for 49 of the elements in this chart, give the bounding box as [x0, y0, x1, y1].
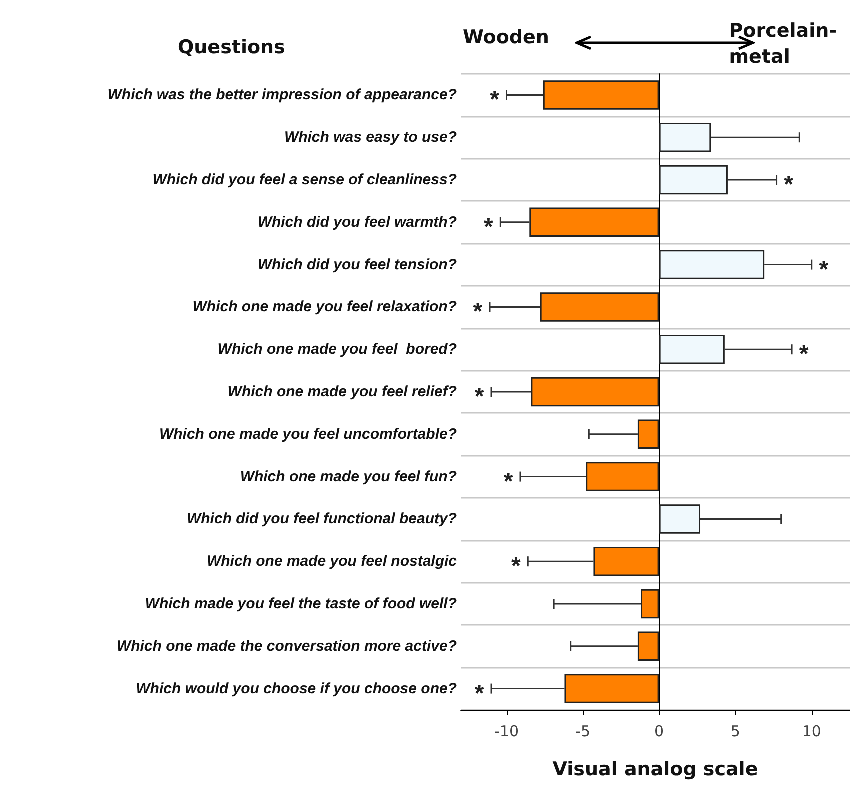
annotation: *: [484, 214, 494, 241]
bar: [586, 462, 660, 492]
bar: [543, 80, 660, 110]
bar: [659, 122, 712, 152]
bar: [659, 504, 700, 534]
bar: [659, 334, 725, 364]
annotation: *: [504, 468, 514, 496]
bar: [638, 420, 660, 450]
y-tick-label: Which one made you feel uncomfortable?: [159, 426, 457, 443]
y-tick-label: Which was easy to use?: [284, 129, 457, 146]
x-tick-label: 5: [730, 722, 740, 740]
y-tick-label: Which one made you feel bored?: [218, 341, 457, 358]
bar: [641, 589, 660, 619]
bar: [564, 674, 660, 704]
x-tick-label: -5: [576, 722, 591, 740]
annotation: *: [474, 384, 485, 410]
bar: [594, 546, 660, 576]
text: Porcelain-metal: [729, 20, 838, 68]
x-tick-label: -10: [494, 722, 520, 740]
y-tick-label: Which one made you feel relaxation?: [192, 298, 457, 316]
y-tick-label: Which one made you feel nostalgic: [206, 553, 458, 570]
y-tick-label: Which did you feel a sense of cleanliness?: [152, 172, 457, 188]
y-tick-label: Which one made you feel relief?: [228, 384, 457, 400]
x-tick-label: 0: [654, 722, 664, 740]
y-tick-label: Which made you feel the taste of food well?: [145, 596, 457, 612]
bar: [540, 292, 660, 322]
x-tick-label: 10: [802, 722, 822, 740]
y-tick-label: Which was the better impression of appearance?: [108, 86, 457, 104]
annotation: *: [473, 298, 484, 326]
x-axis-title: Visual analog scale: [552, 758, 758, 780]
annotation: *: [474, 680, 485, 708]
bar: [531, 377, 660, 407]
y-tick-label: Which did you feel functional beauty?: [186, 510, 457, 528]
y-tick-label: Which one made you feel fun?: [240, 468, 457, 486]
annotation: *: [784, 172, 794, 198]
annotation: *: [511, 553, 522, 580]
y-tick-label: Which would you choose if you choose one?: [136, 680, 457, 698]
annotation: *: [490, 86, 500, 114]
bar: [659, 165, 728, 195]
annotation: *: [799, 341, 810, 368]
y-tick-label: Which did you feel tension?: [258, 256, 457, 274]
bar: [659, 250, 765, 280]
bar: [638, 632, 660, 662]
bar: [530, 208, 660, 238]
text: Wooden: [463, 26, 550, 48]
y-tick-label: Which one made the conversation more active?: [116, 638, 457, 655]
y-tick-label: Which did you feel warmth?: [258, 214, 457, 231]
annotation: *: [819, 256, 830, 284]
y-axis-title: Questions: [178, 36, 286, 58]
